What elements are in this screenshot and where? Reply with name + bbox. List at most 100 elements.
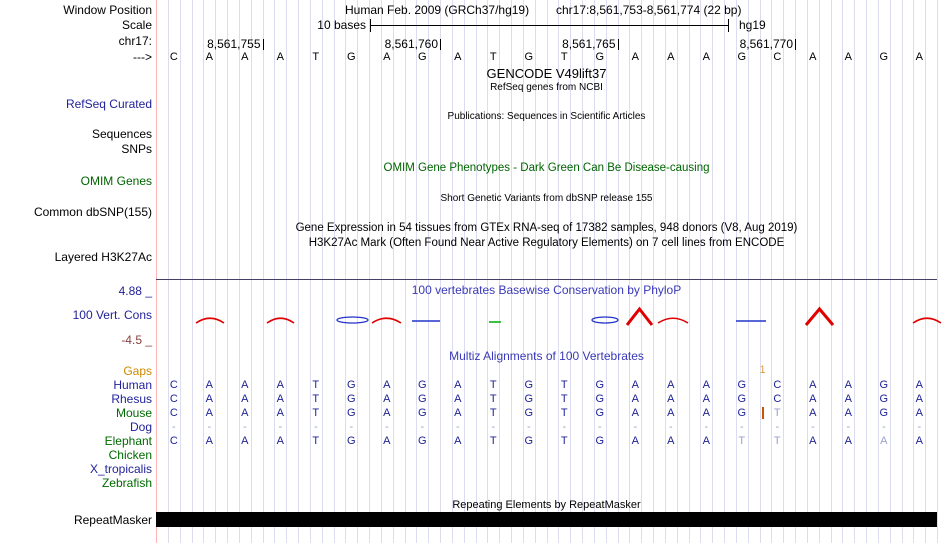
- sidebar-label-common-dbsnp[interactable]: Common dbSNP(155): [33, 205, 152, 219]
- alignment-base: A: [844, 435, 852, 447]
- species-label-rhesus[interactable]: Rhesus: [111, 392, 152, 406]
- alignment-base: G: [595, 379, 605, 391]
- alignment-base: T: [489, 435, 497, 447]
- alignment-base: A: [702, 393, 710, 405]
- base-grid-line: [250, 0, 252, 543]
- sidebar-label-layered-h3k27ac[interactable]: Layered H3K27Ac: [54, 250, 152, 264]
- alignment-base: A: [667, 379, 675, 391]
- base-grid-line: [215, 0, 217, 543]
- gap-insert-marker: 1: [759, 364, 766, 376]
- alignment-base: A: [631, 379, 639, 391]
- gencode-track-title: GENCODE V49lift37: [486, 66, 607, 81]
- conservation-mark-lens: [336, 316, 369, 324]
- species-label-chicken[interactable]: Chicken: [108, 448, 152, 462]
- sequence-base: C: [773, 51, 782, 63]
- sequence-base: A: [241, 51, 249, 63]
- base-grid-line: [818, 0, 820, 543]
- sidebar-label-sequences[interactable]: Sequences: [91, 127, 152, 141]
- species-label-human[interactable]: Human: [113, 378, 152, 392]
- alignment-base: G: [879, 407, 889, 419]
- species-label-x_tropicalis[interactable]: X_tropicalis: [89, 462, 152, 476]
- conservation-mark-peak: [625, 306, 654, 326]
- base-grid-line: [321, 0, 323, 543]
- repeatmasker-track-title: Repeating Elements by RepeatMasker: [452, 499, 641, 511]
- base-grid-line: [617, 0, 619, 543]
- base-grid-line: [866, 0, 867, 543]
- sequence-base: A: [383, 51, 391, 63]
- base-grid-line: [333, 0, 335, 543]
- alignment-base: G: [418, 435, 427, 447]
- alignment-base: -: [313, 421, 318, 433]
- alignment-base: A: [383, 379, 391, 391]
- base-grid-line: [369, 0, 370, 543]
- base-grid-line: [605, 0, 607, 543]
- alignment-base: -: [775, 421, 780, 433]
- base-grid-line: [463, 0, 465, 543]
- alignment-base: G: [418, 393, 427, 405]
- base-grid-line: [487, 0, 489, 543]
- species-label-elephant[interactable]: Elephant: [104, 434, 152, 448]
- alignment-base: -: [242, 421, 247, 433]
- ruler-position-label: 8,561,760: [384, 37, 438, 51]
- species-label-mouse[interactable]: Mouse: [115, 406, 152, 420]
- alignment-base: C: [169, 435, 178, 447]
- alignment-base: -: [704, 421, 709, 433]
- alignment-base: T: [489, 379, 497, 391]
- alignment-base: -: [633, 421, 638, 433]
- alignment-base: C: [773, 379, 782, 391]
- publications-track-title: Publications: Sequences in Scientific Ar…: [447, 111, 646, 122]
- base-grid-line: [428, 0, 430, 543]
- alignment-base: A: [844, 393, 852, 405]
- base-grid-line: [806, 0, 808, 543]
- base-grid-line: [298, 0, 299, 543]
- alignment-base: A: [915, 435, 923, 447]
- sidebar-label-snps[interactable]: SNPs: [121, 142, 152, 156]
- sidebar-label-omim-genes[interactable]: OMIM Genes: [80, 174, 152, 188]
- sidebar-label-refseq-curated[interactable]: RefSeq Curated: [65, 97, 152, 111]
- ruler-tick: [262, 39, 264, 50]
- species-label-zebrafish[interactable]: Zebrafish: [101, 476, 152, 490]
- base-grid-line: [511, 0, 512, 543]
- base-grid-line: [688, 0, 690, 543]
- alignment-base: -: [384, 421, 389, 433]
- alignment-base: -: [739, 421, 744, 433]
- base-grid-line: [167, 0, 169, 543]
- repeatmasker-feature-bar[interactable]: [156, 512, 937, 527]
- alignment-base: T: [738, 435, 746, 447]
- alignment-base: -: [562, 421, 567, 433]
- scale-bar-right-tick: [728, 19, 729, 32]
- alignment-base: -: [668, 421, 673, 433]
- base-grid-line: [534, 0, 536, 543]
- alignment-base: A: [702, 435, 710, 447]
- alignment-base: G: [347, 407, 356, 419]
- alignment-base: -: [846, 421, 851, 433]
- base-grid-line: [735, 0, 737, 543]
- alignment-base: A: [809, 393, 817, 405]
- base-grid-line: [854, 0, 856, 543]
- sidebar-label-100-vert-cons[interactable]: 100 Vert. Cons: [72, 308, 152, 322]
- alignment-base: G: [524, 393, 534, 405]
- conservation-axis-min: -4.5 _: [121, 333, 152, 347]
- species-label-dog[interactable]: Dog: [129, 420, 152, 434]
- alignment-base: A: [383, 393, 391, 405]
- alignment-base: -: [349, 421, 354, 433]
- omim-track-title: OMIM Gene Phenotypes - Dark Green Can Be…: [383, 162, 710, 174]
- species-label-gaps[interactable]: Gaps: [123, 364, 152, 378]
- alignment-base: G: [524, 435, 534, 447]
- sidebar-label-repeatmasker[interactable]: RepeatMasker: [73, 513, 152, 527]
- assembly-short: hg19: [739, 18, 766, 32]
- sequence-base: A: [454, 51, 462, 63]
- sequence-base: A: [844, 51, 852, 63]
- gtex-track-title: Gene Expression in 54 tissues from GTEx …: [295, 222, 798, 234]
- base-grid-line: [795, 0, 796, 543]
- base-grid-line: [582, 0, 583, 543]
- alignment-base: T: [312, 407, 320, 419]
- alignment-base: T: [560, 379, 568, 391]
- alignment-base: G: [737, 407, 747, 419]
- alignment-base: A: [915, 407, 923, 419]
- base-grid-line: [700, 0, 702, 543]
- alignment-base: -: [491, 421, 496, 433]
- alignment-base: A: [241, 379, 249, 391]
- position-range: chr17:8,561,753-8,561,774 (22 bp): [556, 3, 742, 17]
- conservation-mark-arc: [371, 317, 402, 324]
